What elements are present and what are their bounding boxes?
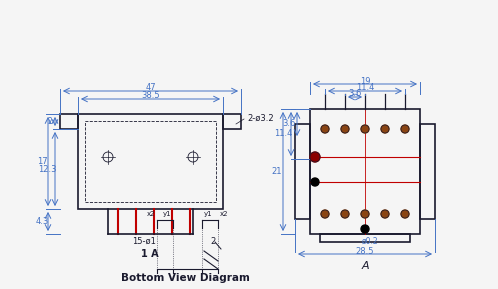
Text: 1 A: 1 A <box>141 249 159 259</box>
Text: 11.4: 11.4 <box>274 129 292 138</box>
Circle shape <box>401 210 409 218</box>
Text: 19: 19 <box>360 77 370 86</box>
Text: A: A <box>361 261 369 271</box>
Text: ø0.2: ø0.2 <box>362 237 378 246</box>
Circle shape <box>321 210 329 218</box>
Text: 47: 47 <box>145 84 156 92</box>
Bar <box>85 121 216 202</box>
Circle shape <box>361 225 369 233</box>
Text: 12.3: 12.3 <box>38 164 56 173</box>
Bar <box>60 114 78 129</box>
Text: 4.3: 4.3 <box>35 217 49 226</box>
Text: 11.4: 11.4 <box>356 84 374 92</box>
Bar <box>78 114 223 209</box>
Text: y1: y1 <box>204 211 212 217</box>
Bar <box>420 124 435 219</box>
Circle shape <box>341 125 349 133</box>
Text: y1: y1 <box>163 211 171 217</box>
Text: x2: x2 <box>146 211 155 217</box>
Bar <box>295 124 310 219</box>
Circle shape <box>311 178 319 186</box>
Text: x2: x2 <box>220 211 229 217</box>
Text: 38.5: 38.5 <box>141 92 160 101</box>
Text: 2-ø3.2: 2-ø3.2 <box>247 114 273 123</box>
Text: 28.5: 28.5 <box>356 247 374 255</box>
Text: 17: 17 <box>37 157 47 166</box>
Circle shape <box>381 125 389 133</box>
Circle shape <box>341 210 349 218</box>
Circle shape <box>401 125 409 133</box>
Circle shape <box>361 210 369 218</box>
Text: 3.6: 3.6 <box>282 119 296 129</box>
Text: Bottom View Diagram: Bottom View Diagram <box>121 273 249 283</box>
Text: 15-ø1: 15-ø1 <box>132 237 156 246</box>
Circle shape <box>361 125 369 133</box>
Text: 2: 2 <box>48 117 52 126</box>
Circle shape <box>321 125 329 133</box>
Bar <box>310 109 420 234</box>
Text: 21: 21 <box>272 167 282 176</box>
Bar <box>223 114 241 129</box>
Text: 2: 2 <box>210 237 216 246</box>
Text: 3.6: 3.6 <box>348 90 362 99</box>
Circle shape <box>381 210 389 218</box>
Circle shape <box>310 152 320 162</box>
Bar <box>320 234 410 242</box>
